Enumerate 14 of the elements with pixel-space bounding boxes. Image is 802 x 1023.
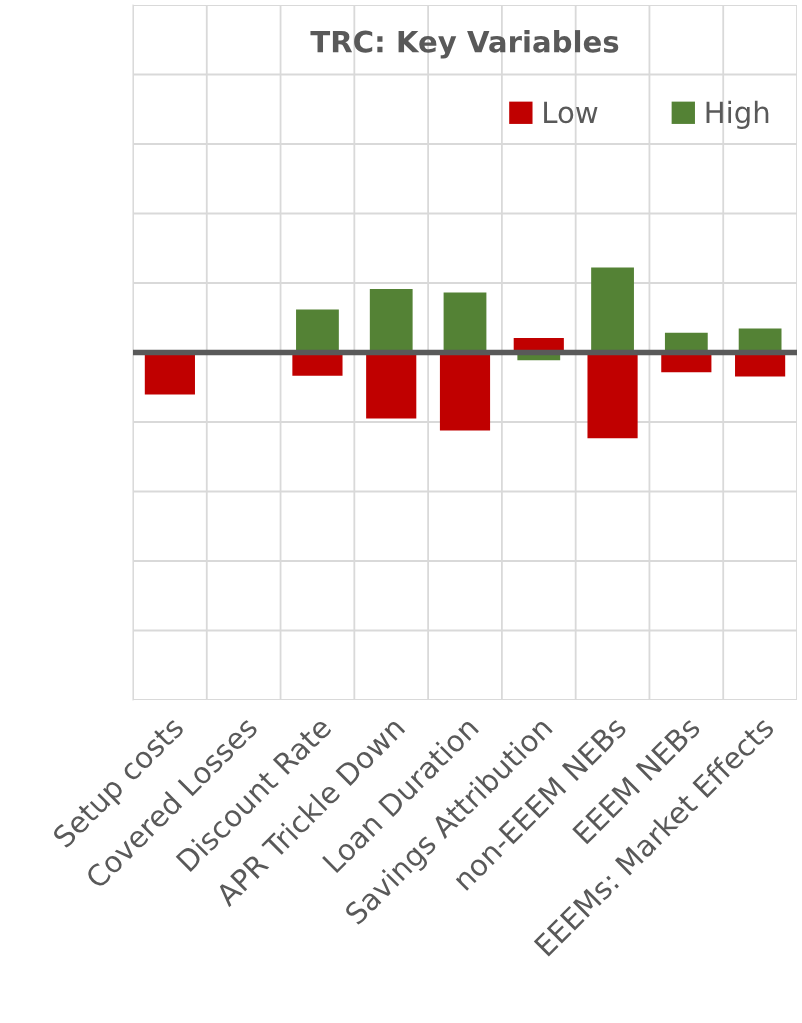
bar — [144, 352, 195, 395]
bar — [292, 352, 343, 376]
bar — [296, 309, 339, 353]
legend-label: Low — [544, 101, 598, 124]
bar — [369, 289, 413, 353]
bar — [587, 352, 638, 439]
bar — [591, 267, 634, 353]
bar — [439, 352, 491, 431]
bar — [738, 328, 782, 353]
bar — [366, 352, 417, 419]
bar — [443, 292, 487, 353]
chart-title: TRC: Key Variables — [310, 30, 619, 59]
legend-label: High — [706, 100, 769, 129]
bar — [735, 352, 786, 377]
